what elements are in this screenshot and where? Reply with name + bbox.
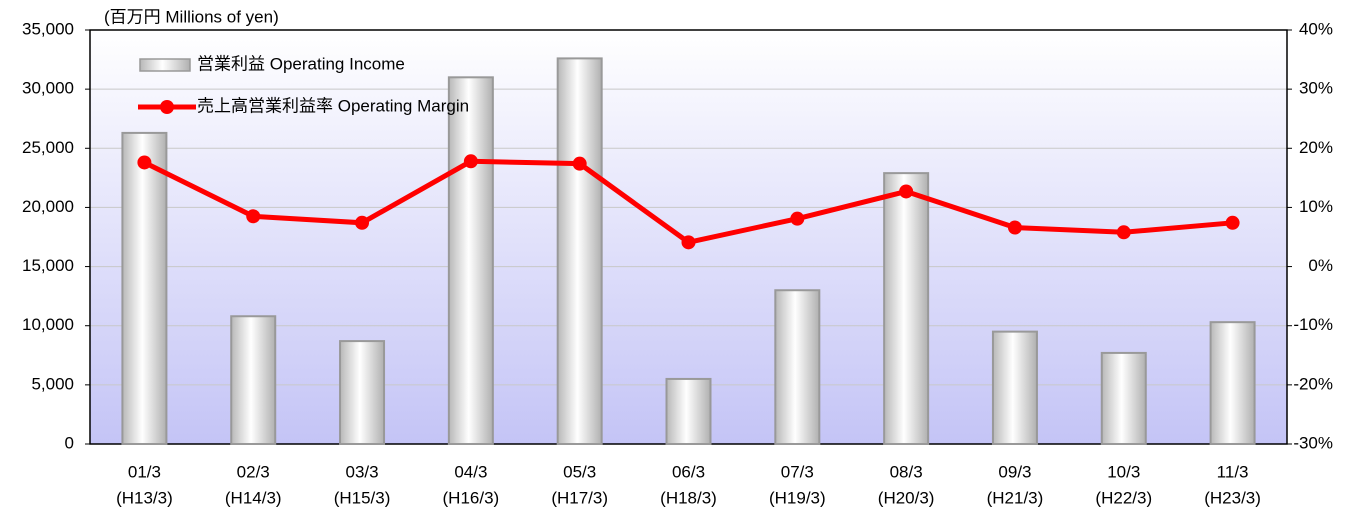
x-tick-label: (H18/3) bbox=[660, 488, 717, 507]
bar bbox=[665, 377, 712, 446]
y-tick-label: 25,000 bbox=[22, 138, 74, 157]
marker bbox=[899, 184, 914, 199]
x-tick-label: 03/3 bbox=[345, 462, 378, 481]
marker bbox=[681, 235, 696, 250]
marker bbox=[137, 155, 152, 170]
x-tick-label: 11/3 bbox=[1217, 462, 1249, 481]
y-tick-label: 10,000 bbox=[22, 315, 74, 334]
bar bbox=[991, 330, 1038, 445]
x-tick-label: (H23/3) bbox=[1204, 488, 1261, 507]
marker bbox=[1007, 220, 1022, 235]
legend-swatch bbox=[160, 100, 174, 114]
legend-label: 売上高営業利益率 Operating Margin bbox=[197, 96, 469, 115]
x-tick-label: 06/3 bbox=[672, 462, 705, 481]
x-tick-label: (H16/3) bbox=[443, 488, 500, 507]
y-tick-label: 35,000 bbox=[22, 19, 74, 38]
x-tick-label: (H17/3) bbox=[551, 488, 608, 507]
y-axis-label: (百万円 Millions of yen) bbox=[104, 7, 279, 26]
y-tick-label: 20,000 bbox=[22, 197, 74, 216]
marker bbox=[1225, 215, 1240, 230]
x-tick-label: (H20/3) bbox=[878, 488, 935, 507]
marker bbox=[790, 211, 805, 226]
legend-label: 営業利益 Operating Income bbox=[197, 54, 405, 73]
bar bbox=[121, 131, 168, 445]
x-tick-label: 09/3 bbox=[998, 462, 1031, 481]
y2-tick-label: 10% bbox=[1299, 197, 1333, 216]
x-tick-label: 08/3 bbox=[890, 462, 923, 481]
bar bbox=[447, 76, 494, 445]
y2-tick-label: 20% bbox=[1299, 138, 1333, 157]
bar bbox=[774, 289, 821, 445]
x-tick-label: 10/3 bbox=[1107, 462, 1140, 481]
y-tick-label: 30,000 bbox=[22, 79, 74, 98]
x-tick-label: (H14/3) bbox=[225, 488, 282, 507]
marker bbox=[572, 156, 587, 171]
y2-tick-label: 0% bbox=[1308, 256, 1333, 275]
x-tick-label: 01/3 bbox=[128, 462, 161, 481]
y-tick-label: 5,000 bbox=[31, 374, 74, 393]
y2-tick-label: 30% bbox=[1299, 79, 1333, 98]
marker bbox=[355, 215, 370, 230]
x-tick-label: (H13/3) bbox=[116, 488, 173, 507]
x-tick-label: (H22/3) bbox=[1095, 488, 1152, 507]
y2-tick-label: -30% bbox=[1293, 433, 1333, 452]
bar bbox=[1209, 321, 1256, 445]
x-tick-label: 05/3 bbox=[563, 462, 596, 481]
y2-tick-label: -10% bbox=[1293, 315, 1333, 334]
x-tick-label: 04/3 bbox=[454, 462, 487, 481]
bar bbox=[1100, 351, 1147, 446]
bar bbox=[339, 340, 386, 445]
marker bbox=[1116, 225, 1131, 240]
y2-tick-label: -20% bbox=[1293, 374, 1333, 393]
x-tick-label: (H15/3) bbox=[334, 488, 391, 507]
y2-tick-label: 40% bbox=[1299, 19, 1333, 38]
y-tick-label: 0 bbox=[65, 433, 74, 452]
bar bbox=[556, 57, 603, 445]
x-tick-label: (H21/3) bbox=[987, 488, 1044, 507]
x-tick-label: (H19/3) bbox=[769, 488, 826, 507]
bar bbox=[230, 315, 277, 446]
x-tick-label: 02/3 bbox=[237, 462, 270, 481]
y-tick-label: 15,000 bbox=[22, 256, 74, 275]
bar bbox=[883, 172, 930, 446]
marker bbox=[463, 154, 478, 169]
x-tick-label: 07/3 bbox=[781, 462, 814, 481]
marker bbox=[246, 209, 261, 224]
legend-swatch bbox=[139, 58, 191, 72]
